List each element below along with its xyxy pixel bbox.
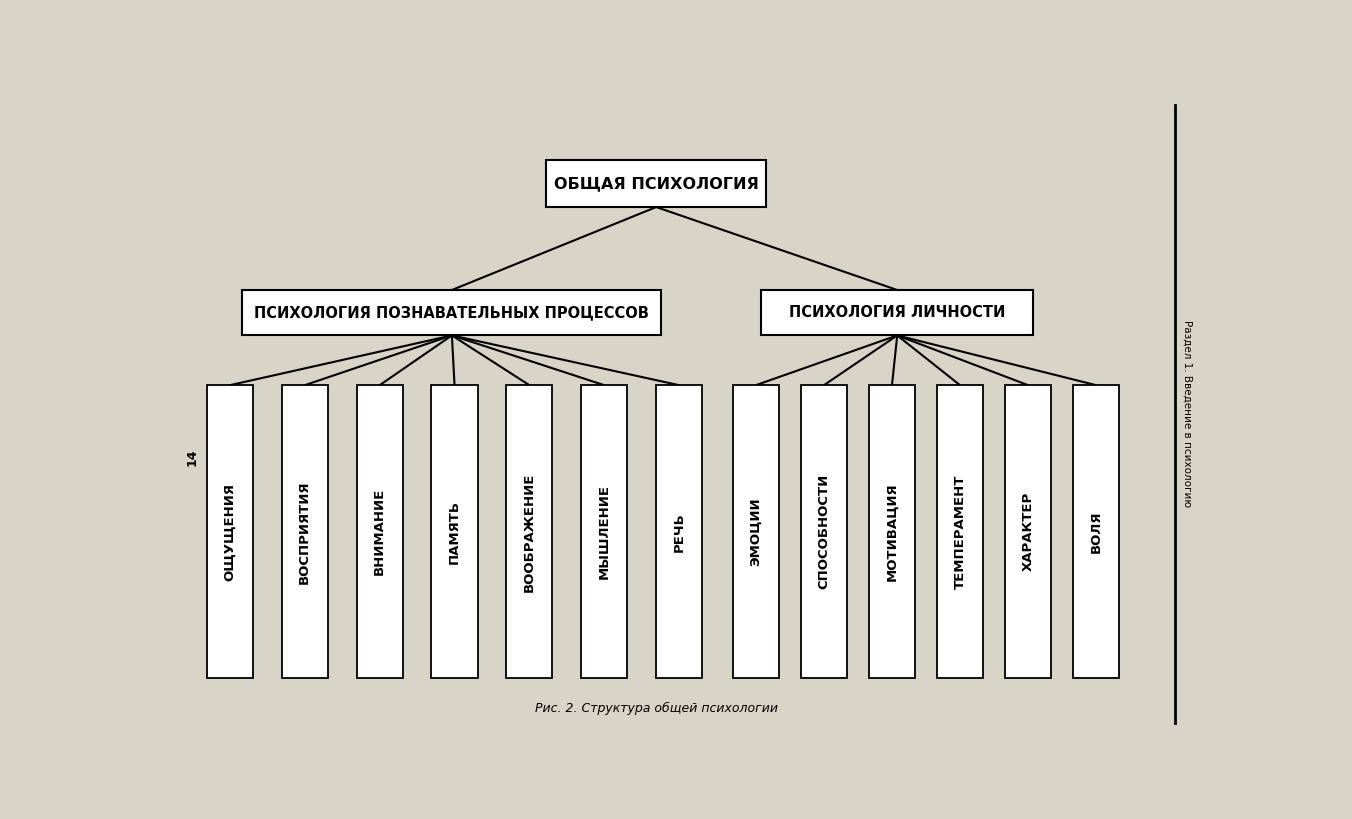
FancyBboxPatch shape — [656, 385, 702, 678]
Text: ПСИХОЛОГИЯ ЛИЧНОСТИ: ПСИХОЛОГИЯ ЛИЧНОСТИ — [790, 305, 1006, 320]
Text: ЭМОЦИИ: ЭМОЦИИ — [749, 497, 763, 566]
Text: МЫШЛЕНИЕ: МЫШЛЕНИЕ — [598, 484, 611, 579]
FancyBboxPatch shape — [761, 290, 1033, 336]
Text: ПАМЯТЬ: ПАМЯТЬ — [448, 500, 461, 563]
Text: ВООБРАЖЕНИЕ: ВООБРАЖЕНИЕ — [523, 472, 535, 591]
Text: Рис. 2. Структура общей психологии: Рис. 2. Структура общей психологии — [535, 702, 777, 715]
Text: МОТИВАЦИЯ: МОТИВАЦИЯ — [886, 482, 899, 581]
Text: ВНИМАНИЕ: ВНИМАНИЕ — [373, 488, 387, 576]
Text: 14: 14 — [185, 449, 199, 467]
Text: СПОСОБНОСТИ: СПОСОБНОСТИ — [818, 474, 830, 590]
Text: ТЕМПЕРАМЕНТ: ТЕМПЕРАМЕНТ — [953, 475, 967, 589]
Text: ВОСПРИЯТИЯ: ВОСПРИЯТИЯ — [299, 480, 311, 584]
FancyBboxPatch shape — [281, 385, 327, 678]
FancyBboxPatch shape — [207, 385, 253, 678]
Text: ОБЩАЯ ПСИХОЛОГИЯ: ОБЩАЯ ПСИХОЛОГИЯ — [554, 176, 758, 191]
FancyBboxPatch shape — [800, 385, 846, 678]
Text: РЕЧЬ: РЕЧЬ — [673, 512, 685, 552]
FancyBboxPatch shape — [242, 290, 661, 336]
Text: ВОЛЯ: ВОЛЯ — [1090, 510, 1103, 553]
FancyBboxPatch shape — [1005, 385, 1052, 678]
Text: ХАРАКТЕР: ХАРАКТЕР — [1022, 492, 1034, 572]
FancyBboxPatch shape — [507, 385, 553, 678]
FancyBboxPatch shape — [581, 385, 627, 678]
FancyBboxPatch shape — [733, 385, 779, 678]
FancyBboxPatch shape — [1073, 385, 1119, 678]
Text: ПСИХОЛОГИЯ ПОЗНАВАТЕЛЬНЫХ ПРОЦЕССОВ: ПСИХОЛОГИЯ ПОЗНАВАТЕЛЬНЫХ ПРОЦЕССОВ — [254, 305, 649, 320]
FancyBboxPatch shape — [357, 385, 403, 678]
FancyBboxPatch shape — [937, 385, 983, 678]
Text: Раздел 1. Введение в психологию: Раздел 1. Введение в психологию — [1183, 320, 1192, 507]
FancyBboxPatch shape — [431, 385, 477, 678]
Text: ОЩУЩЕНИЯ: ОЩУЩЕНИЯ — [223, 483, 237, 581]
FancyBboxPatch shape — [546, 160, 767, 207]
FancyBboxPatch shape — [869, 385, 915, 678]
